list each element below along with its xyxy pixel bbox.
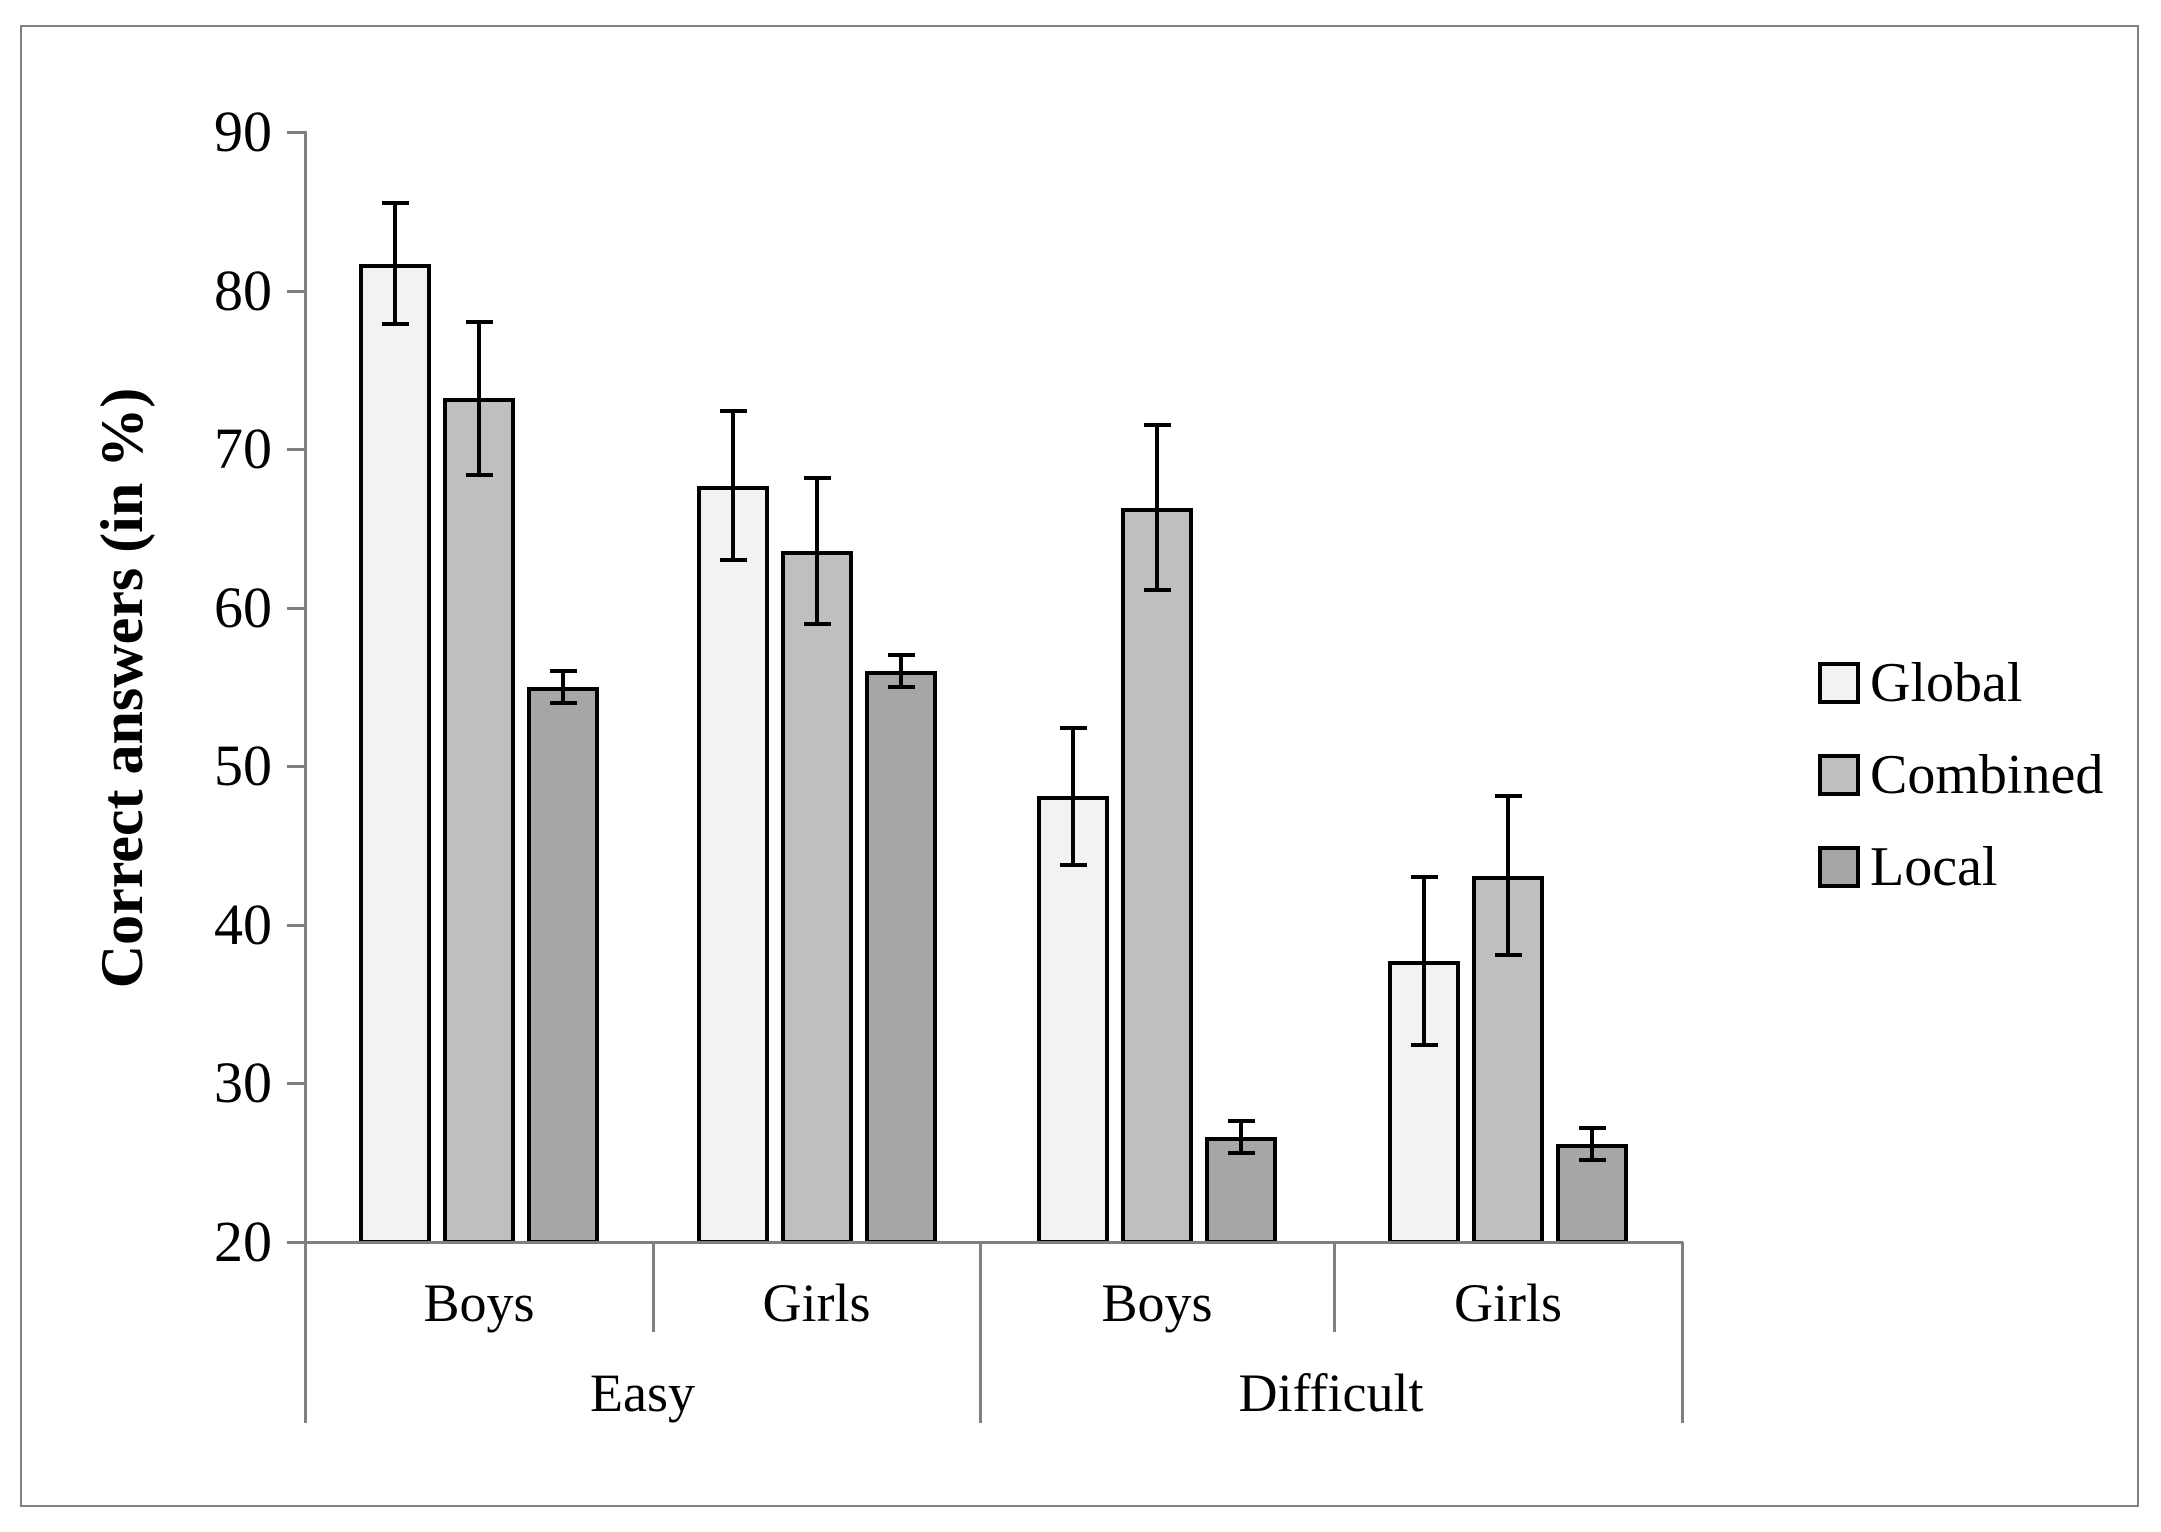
- y-tick-label-30: 30: [214, 1050, 272, 1115]
- bar-global-easy-boys: [359, 264, 431, 1244]
- error-bar-local-easy-boys: [561, 671, 565, 703]
- error-bar-combined-difficult-boys-top-cap: [1144, 423, 1171, 427]
- error-bar-local-difficult-boys-top-cap: [1228, 1119, 1255, 1123]
- error-bar-combined-easy-girls-top-cap: [804, 476, 831, 480]
- error-bar-global-difficult-girls: [1422, 877, 1426, 1045]
- bar-global-difficult-boys: [1037, 796, 1109, 1244]
- error-bar-combined-difficult-boys-bottom-cap: [1144, 588, 1171, 592]
- y-tick-30: [287, 1082, 305, 1085]
- error-bar-local-easy-boys-top-cap: [550, 669, 577, 673]
- y-tick-40: [287, 924, 305, 927]
- category-right-edge: [1681, 1242, 1684, 1423]
- legend-swatch-combined-icon: [1818, 754, 1860, 796]
- legend-label-combined: Combined: [1870, 744, 2104, 806]
- y-tick-50: [287, 765, 305, 768]
- error-bar-global-easy-girls: [731, 411, 735, 560]
- error-bar-global-easy-girls-top-cap: [720, 409, 747, 413]
- bar-combined-easy-boys: [443, 398, 515, 1244]
- y-tick-label-80: 80: [214, 258, 272, 323]
- error-bar-local-difficult-boys: [1239, 1121, 1243, 1153]
- legend-item-global: Global: [1818, 651, 2022, 715]
- y-tick-20: [287, 1241, 305, 1244]
- x-axis-line: [304, 1241, 1683, 1244]
- error-bar-global-difficult-boys-top-cap: [1060, 726, 1087, 730]
- error-bar-combined-easy-girls-bottom-cap: [804, 622, 831, 626]
- y-tick-80: [287, 290, 305, 293]
- error-bar-local-easy-girls: [899, 655, 903, 687]
- y-tick-label-60: 60: [214, 575, 272, 640]
- error-bar-combined-difficult-boys: [1155, 425, 1159, 590]
- error-bar-combined-difficult-girls: [1506, 796, 1510, 955]
- category-left-edge: [304, 1242, 307, 1423]
- error-bar-local-difficult-boys-bottom-cap: [1228, 1151, 1255, 1155]
- error-bar-combined-easy-girls: [815, 478, 819, 624]
- error-bar-local-easy-boys-bottom-cap: [550, 701, 577, 705]
- category-divider-easy-genders: [652, 1242, 655, 1332]
- y-tick-label-50: 50: [214, 733, 272, 798]
- error-bar-global-difficult-girls-bottom-cap: [1411, 1043, 1438, 1047]
- category-label-easy-boys: Boys: [423, 1273, 535, 1333]
- error-bar-global-easy-boys-top-cap: [382, 201, 409, 205]
- category-label-difficult-boys: Boys: [1101, 1273, 1213, 1333]
- y-tick-60: [287, 607, 305, 610]
- legend-item-combined: Combined: [1818, 743, 2103, 807]
- legend-label-local: Local: [1870, 836, 1998, 898]
- error-bar-global-easy-boys-bottom-cap: [382, 322, 409, 326]
- error-bar-combined-easy-boys-bottom-cap: [466, 473, 493, 477]
- category-label-difficult-girls: Girls: [1454, 1273, 1562, 1333]
- bar-global-easy-girls: [697, 486, 769, 1244]
- error-bar-local-difficult-girls-top-cap: [1579, 1126, 1606, 1130]
- category-label-easy-girls: Girls: [762, 1273, 871, 1333]
- error-bar-global-difficult-boys: [1071, 728, 1075, 865]
- error-bar-global-difficult-girls-top-cap: [1411, 875, 1438, 879]
- y-axis-title: Correct answers (in %): [89, 387, 155, 989]
- y-tick-label-70: 70: [214, 416, 272, 481]
- bar-local-easy-boys: [527, 687, 599, 1244]
- error-bar-combined-difficult-girls-bottom-cap: [1495, 953, 1522, 957]
- legend-label-global: Global: [1870, 652, 2023, 714]
- error-bar-combined-easy-boys-top-cap: [466, 320, 493, 324]
- condition-label-easy: Easy: [590, 1363, 695, 1423]
- y-tick-90: [287, 131, 305, 134]
- error-bar-local-difficult-girls: [1590, 1128, 1594, 1160]
- condition-label-difficult: Difficult: [1238, 1363, 1424, 1423]
- y-tick-label-90: 90: [214, 99, 272, 164]
- error-bar-combined-difficult-girls-top-cap: [1495, 794, 1522, 798]
- error-bar-local-easy-girls-bottom-cap: [888, 685, 915, 689]
- legend-swatch-local-icon: [1818, 846, 1860, 888]
- legend-swatch-global-icon: [1818, 662, 1860, 704]
- error-bar-local-easy-girls-top-cap: [888, 653, 915, 657]
- error-bar-global-easy-boys: [393, 203, 397, 324]
- error-bar-combined-easy-boys: [477, 322, 481, 475]
- legend-item-local: Local: [1818, 835, 1997, 899]
- y-tick-70: [287, 448, 305, 451]
- y-tick-label-40: 40: [214, 892, 272, 957]
- figure-border: [20, 25, 2139, 1507]
- y-axis-line: [304, 131, 307, 1243]
- category-divider-conditions: [979, 1242, 982, 1423]
- bar-combined-difficult-boys: [1121, 508, 1193, 1244]
- y-tick-label-20: 20: [214, 1209, 272, 1274]
- error-bar-local-difficult-girls-bottom-cap: [1579, 1158, 1606, 1162]
- category-divider-difficult-genders: [1333, 1242, 1336, 1332]
- error-bar-global-easy-girls-bottom-cap: [720, 558, 747, 562]
- bar-local-easy-girls: [865, 671, 937, 1244]
- error-bar-global-difficult-boys-bottom-cap: [1060, 863, 1087, 867]
- bar-combined-easy-girls: [781, 551, 853, 1244]
